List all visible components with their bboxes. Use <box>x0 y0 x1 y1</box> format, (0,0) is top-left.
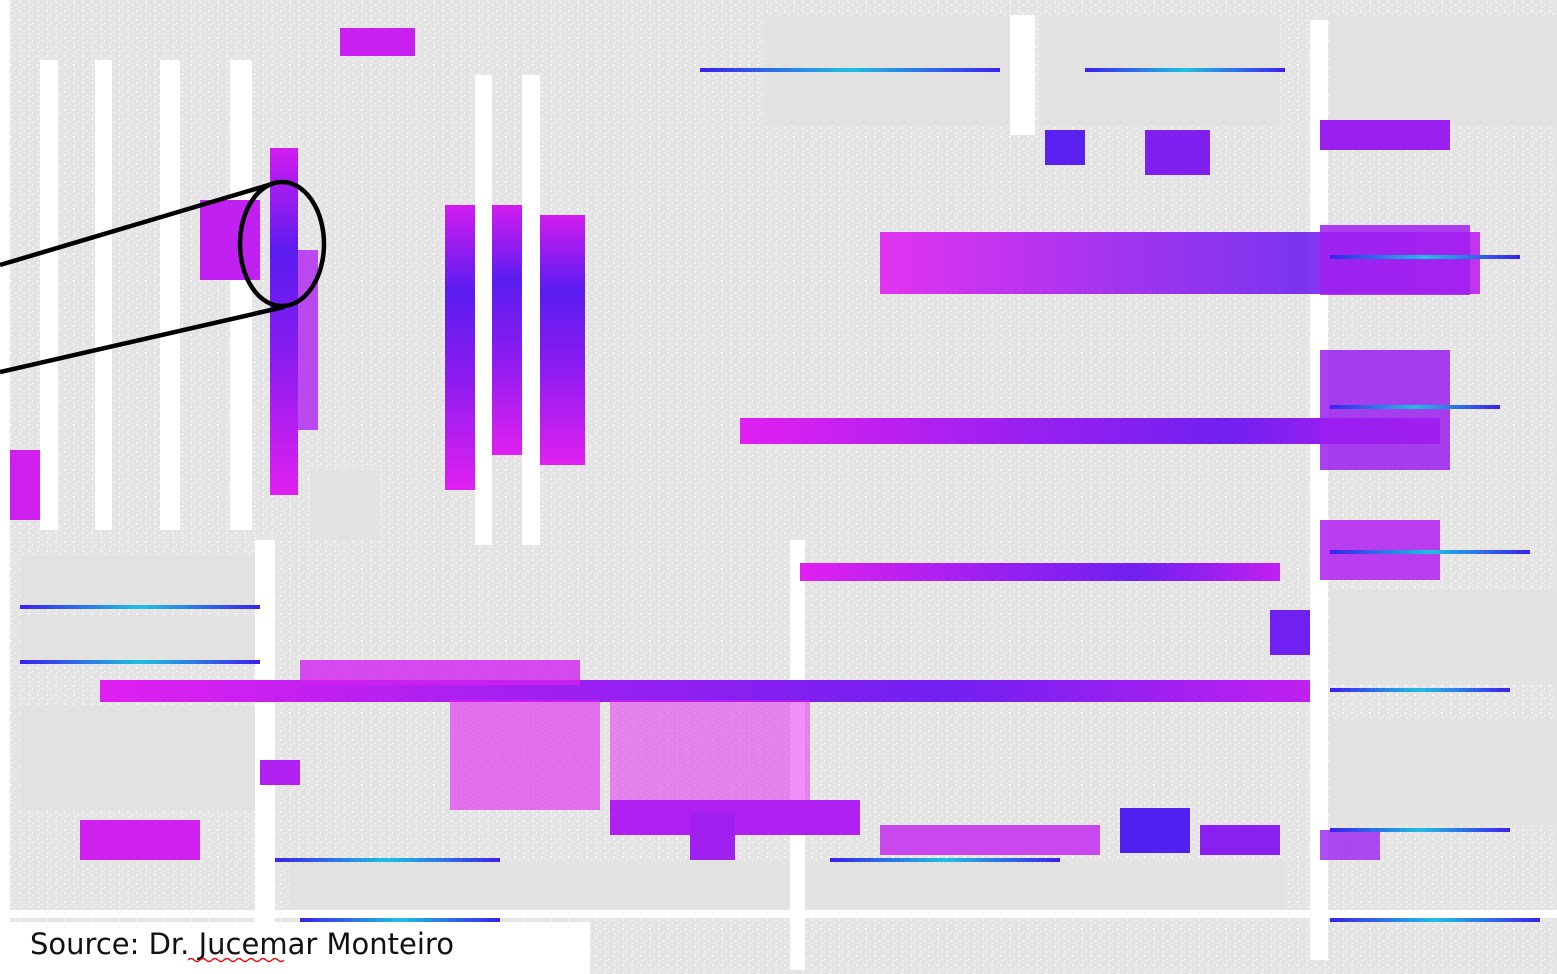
scan-image: Source: Dr. Jucemar Monteiro <box>0 0 1557 974</box>
page: {"caption": "Source: Dr. Jucemar Monteir… <box>0 0 1557 974</box>
source-caption: Source: Dr. Jucemar Monteiro <box>30 927 454 961</box>
